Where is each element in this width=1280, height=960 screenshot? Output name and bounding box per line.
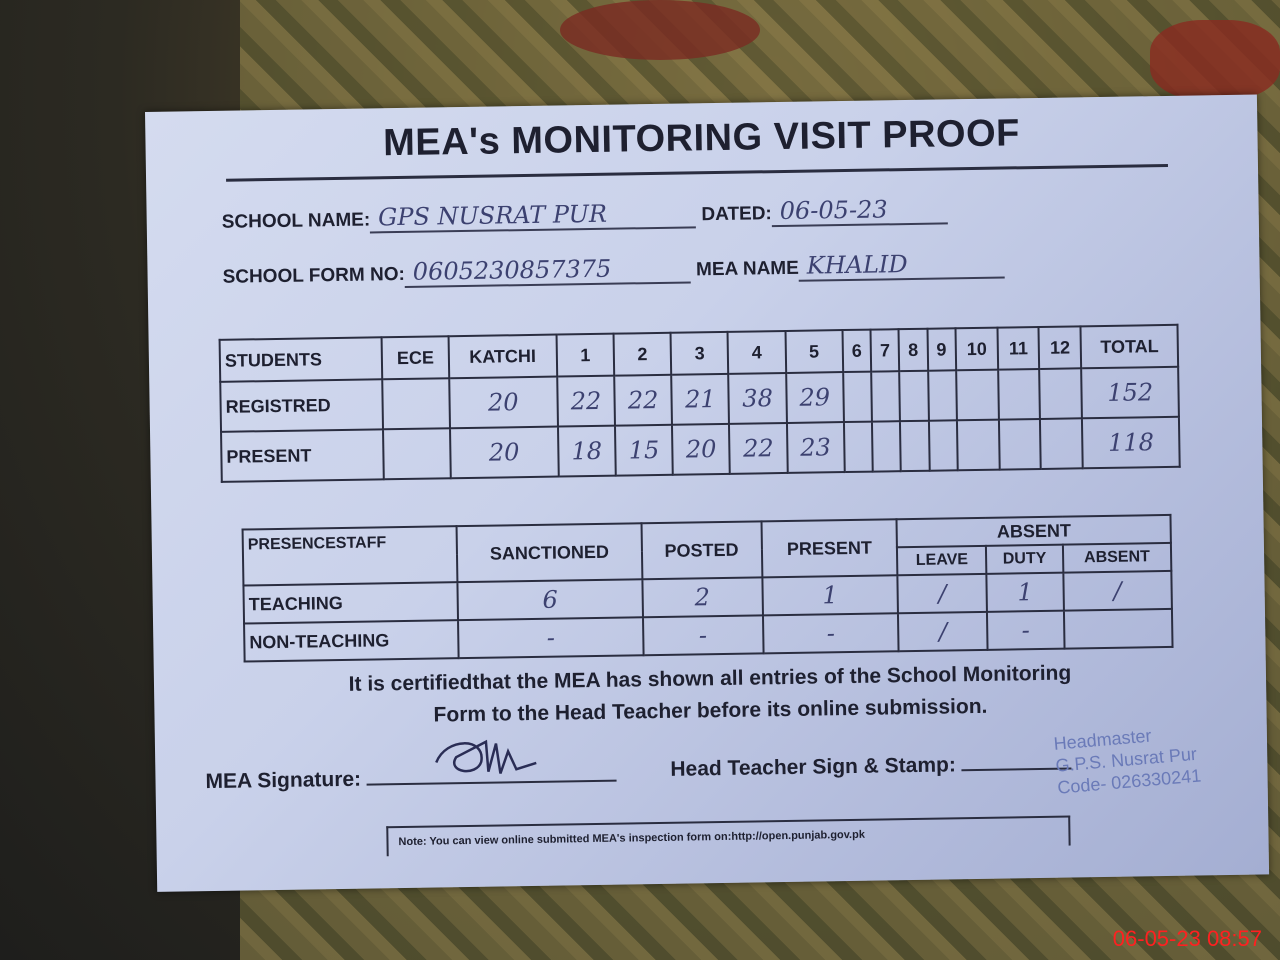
mea-signature-field: MEA Signature:	[205, 739, 617, 794]
school-name-value: GPS NUSRAT PUR	[369, 198, 697, 234]
total-cell: 152	[1081, 366, 1179, 419]
cell	[383, 428, 451, 480]
form-no-label: SCHOOL FORM NO:	[222, 263, 406, 288]
header-cell: 11	[997, 326, 1040, 370]
header-cell: 4	[727, 330, 786, 374]
cell	[871, 421, 902, 472]
absent-subheader: ABSENT	[1062, 542, 1172, 573]
row-label: REGISTRED	[220, 379, 384, 432]
cell: 2	[642, 577, 763, 618]
cell: /	[897, 573, 988, 614]
cell	[1039, 418, 1084, 469]
title-divider	[226, 163, 1168, 182]
cell	[956, 419, 1000, 471]
header-cell: 7	[870, 329, 900, 372]
cell: 23	[786, 422, 845, 473]
header-cell: PRESENCESTAFF	[242, 526, 458, 586]
cell	[928, 420, 958, 471]
header-cell: 5	[785, 330, 843, 373]
signature-scribble-icon	[435, 739, 538, 774]
cell	[1063, 608, 1173, 649]
background-object	[1150, 20, 1280, 100]
header-cell: 12	[1038, 326, 1082, 369]
cell	[955, 369, 1000, 421]
cell: 22	[556, 375, 615, 427]
header-cell: PRESENT	[761, 519, 898, 578]
header-cell: SANCTIONED	[456, 523, 643, 583]
form-no-field: SCHOOL FORM NO: 0605230857375 MEA NAME KHA…	[222, 248, 1006, 291]
cell	[382, 378, 450, 430]
cell: -	[458, 617, 644, 659]
cell	[900, 420, 930, 472]
header-cell: STUDENTS	[219, 337, 383, 382]
cell: /	[1063, 570, 1172, 611]
header-cell: 3	[670, 331, 729, 375]
mea-signature-label: MEA Signature:	[205, 767, 362, 794]
header-cell: KATCHI	[448, 334, 557, 379]
row-label: NON-TEACHING	[244, 620, 459, 662]
cell: 1	[762, 575, 899, 616]
certification-text: It is certifiedthat the MEA has shown al…	[154, 654, 1267, 735]
cell	[998, 368, 1040, 420]
school-stamp: Headmaster G.P.S. Nusrat Pur Code- 02633…	[1053, 721, 1202, 799]
staff-table: PRESENCESTAFF SANCTIONED POSTED PRESENT …	[242, 514, 1174, 663]
cell	[999, 418, 1041, 470]
cell: 15	[614, 424, 673, 476]
monitoring-form-paper: MEA's MONITORING VISIT PROOF SCHOOL NAME…	[145, 94, 1270, 892]
header-cell: 1	[556, 333, 615, 377]
cell: -	[987, 610, 1065, 650]
row-label: PRESENT	[221, 429, 385, 482]
header-cell: ECE	[381, 336, 449, 380]
header-cell: 6	[842, 329, 872, 373]
header-cell: 8	[898, 328, 928, 372]
cell	[871, 371, 901, 422]
cell: -	[642, 615, 764, 656]
mea-signature	[366, 739, 617, 786]
cell	[843, 421, 873, 473]
dated-value: 06-05-23	[771, 194, 948, 228]
row-label: TEACHING	[243, 582, 459, 624]
cell: 22	[729, 422, 788, 474]
school-name-label: SCHOOL NAME:	[221, 209, 371, 233]
mea-name-label: MEA NAME	[695, 257, 799, 281]
form-title: MEA's MONITORING VISIT PROOF	[382, 112, 1021, 165]
cell: 6	[457, 579, 643, 621]
cell: 20	[672, 423, 731, 475]
school-name-field: SCHOOL NAME: GPS NUSRAT PUR DATED: 06-05-2…	[221, 194, 948, 235]
header-cell: 9	[927, 328, 956, 371]
cell: 20	[449, 426, 559, 479]
camera-timestamp: 06-05-23 08:57	[1112, 926, 1262, 951]
cell: 20	[448, 376, 558, 429]
cell	[927, 370, 957, 421]
leave-header: LEAVE	[897, 545, 987, 576]
header-cell: POSTED	[641, 521, 763, 580]
duty-header: DUTY	[986, 544, 1064, 574]
cell: -	[762, 613, 899, 654]
absent-header: ABSENT	[896, 514, 1171, 548]
head-teacher-sign-field: Head Teacher Sign & Stamp:	[670, 747, 1072, 782]
cell	[899, 370, 929, 422]
header-cell: TOTAL	[1080, 324, 1179, 369]
cell: 18	[557, 425, 616, 477]
cell: 21	[671, 373, 730, 425]
head-teacher-sign-label: Head Teacher Sign & Stamp:	[670, 753, 957, 781]
cell: 38	[728, 372, 787, 424]
cell: 22	[614, 374, 673, 426]
header-cell: 10	[955, 327, 999, 371]
students-table: STUDENTS ECE KATCHI 1 2 3 4 5 6 7 8 9 10…	[219, 324, 1181, 483]
cell	[842, 371, 872, 423]
total-cell: 118	[1082, 416, 1180, 469]
header-cell: 2	[613, 332, 672, 376]
note-box: Note: You can view online submitted MEA'…	[386, 815, 1071, 857]
cell: 29	[785, 372, 844, 423]
background-object	[560, 0, 760, 60]
dated-label: DATED:	[701, 203, 772, 226]
cell: 1	[986, 572, 1064, 612]
cell: /	[898, 611, 988, 652]
cell	[1039, 368, 1083, 419]
form-no-value: 0605230857375	[404, 253, 692, 288]
mea-name-value: KHALID	[798, 248, 1006, 282]
